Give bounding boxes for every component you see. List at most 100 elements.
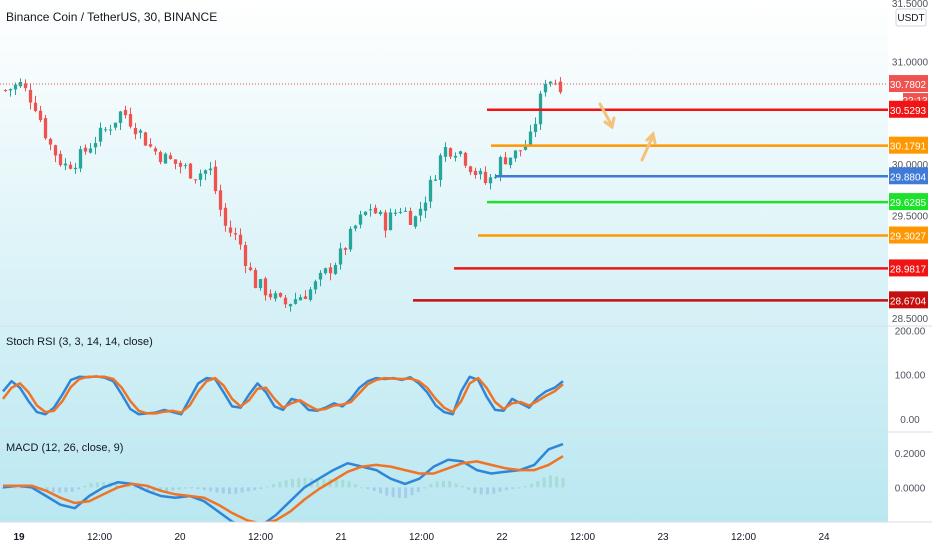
macd-histogram-bar	[272, 484, 275, 487]
level-label: 29.8804	[890, 172, 927, 183]
macd-histogram-bar	[455, 484, 458, 488]
candle-body	[464, 153, 467, 166]
macd-histogram-bar	[58, 487, 61, 492]
macd-histogram-bar	[259, 487, 262, 488]
macd-histogram-bar	[379, 487, 382, 493]
candle-body	[34, 103, 37, 111]
macd-histogram-bar	[71, 487, 74, 491]
macd-histogram-bar	[385, 487, 388, 495]
macd-histogram-bar	[530, 484, 533, 487]
macd-histogram-bar	[178, 487, 181, 489]
time-tick-label: 22	[496, 532, 508, 543]
candle-body	[259, 279, 262, 288]
macd-histogram-bar	[442, 481, 445, 487]
candle-body	[304, 296, 307, 299]
candle-body	[439, 155, 442, 180]
candle-body	[84, 148, 87, 152]
candle-body	[424, 203, 427, 211]
macd-histogram-bar	[266, 487, 269, 488]
macd-histogram-bar	[52, 487, 55, 492]
macd-histogram-bar	[404, 487, 407, 498]
macd-histogram-bar	[499, 487, 502, 491]
macd-histogram-bar	[228, 487, 231, 494]
macd-histogram-bar	[366, 487, 369, 489]
candle-body	[4, 90, 7, 91]
candle-body	[234, 233, 237, 234]
candle-body	[299, 297, 302, 300]
macd-histogram-bar	[461, 486, 464, 487]
currency-badge[interactable]: USDT	[896, 9, 926, 26]
candle-body	[254, 270, 257, 288]
macd-histogram-bar	[354, 484, 357, 487]
candle-body	[314, 281, 317, 289]
time-axis[interactable]	[0, 522, 932, 550]
candle-body	[269, 294, 272, 298]
candle-body	[79, 149, 82, 168]
macd-histogram-bar	[517, 487, 520, 488]
candle-body	[369, 209, 372, 210]
candle-body	[444, 147, 447, 157]
macd-histogram-bar	[247, 487, 250, 491]
candle-body	[534, 124, 537, 132]
level-label: 28.9817	[890, 264, 927, 275]
candle-body	[279, 293, 282, 297]
macd-histogram-bar	[222, 487, 225, 493]
macd-histogram-bar	[77, 487, 80, 489]
candle-body	[274, 293, 277, 298]
macd-histogram-bar	[253, 487, 256, 490]
macd-histogram-bar	[134, 487, 137, 488]
time-tick-label: 12:00	[87, 532, 112, 543]
macd-histogram-bar	[492, 487, 495, 493]
price-tick-label: 31.0000	[892, 58, 929, 69]
candle-body	[74, 168, 77, 169]
macd-histogram-bar	[171, 487, 174, 490]
macd-histogram-bar	[241, 487, 244, 492]
candle-body	[379, 212, 382, 214]
macd-histogram-bar	[373, 487, 376, 491]
candle-body	[309, 289, 312, 299]
macd-tick-label: 0.2000	[895, 449, 926, 460]
macd-histogram-bar	[197, 487, 200, 489]
candle-body	[449, 148, 452, 157]
time-tick-label: 12:00	[570, 532, 595, 543]
candle-body	[229, 228, 232, 233]
candle-body	[544, 84, 547, 92]
candle-body	[104, 129, 107, 130]
candle-body	[54, 145, 57, 155]
candle-body	[149, 144, 152, 146]
candle-body	[399, 212, 402, 213]
candle-body	[509, 158, 512, 165]
candle-body	[219, 190, 222, 209]
macd-histogram-bar	[127, 486, 130, 487]
candle-body	[489, 177, 492, 183]
candle-body	[559, 82, 562, 93]
candle-body	[64, 164, 67, 166]
candle-body	[159, 152, 162, 162]
candle-body	[499, 157, 502, 176]
candle-body	[514, 151, 517, 159]
stoch-tick-label: 100.00	[895, 371, 926, 382]
chart-background	[0, 0, 888, 550]
candle-body	[289, 304, 292, 306]
macd-histogram-bar	[297, 478, 300, 487]
macd-histogram-bar	[285, 480, 288, 487]
macd-histogram-bar	[14, 487, 17, 488]
candle-body	[384, 212, 387, 230]
candle-body	[434, 179, 437, 180]
macd-histogram-bar	[429, 484, 432, 488]
candle-body	[549, 82, 552, 84]
macd-histogram-bar	[543, 478, 546, 488]
candle-body	[99, 128, 102, 142]
time-tick-label: 19	[13, 532, 25, 543]
candle-body	[404, 211, 407, 212]
candle-body	[154, 148, 157, 151]
candle-body	[344, 248, 347, 250]
level-label: 29.6285	[890, 198, 927, 209]
candle-body	[394, 213, 397, 214]
macd-histogram-bar	[410, 487, 413, 495]
candle-body	[124, 110, 127, 115]
time-tick-label: 12:00	[248, 532, 273, 543]
candle-body	[29, 90, 32, 103]
